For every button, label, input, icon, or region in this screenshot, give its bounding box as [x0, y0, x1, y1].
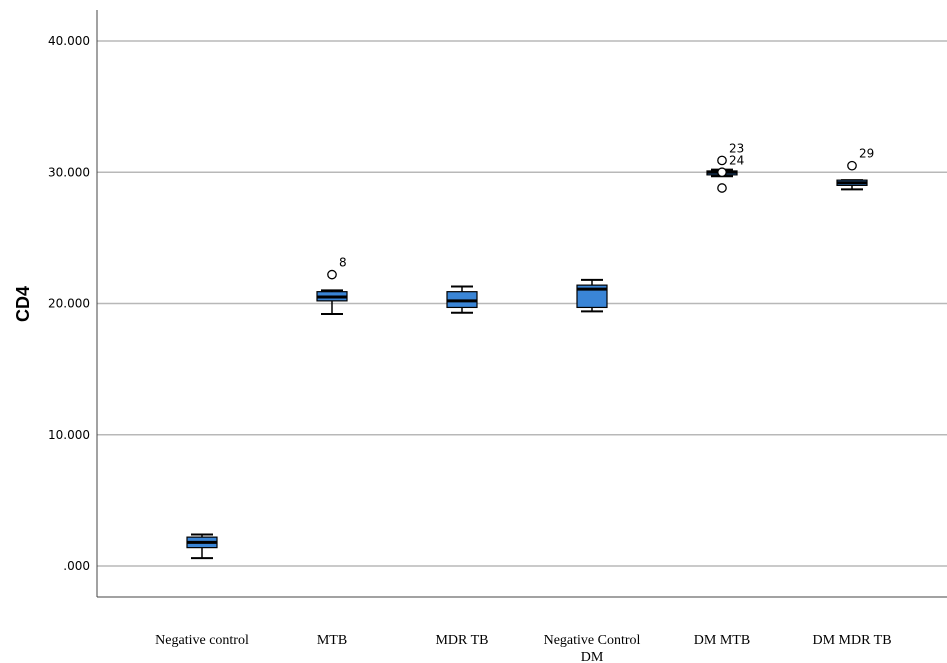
outlier-label: 24: [729, 153, 744, 167]
y-tick-label: 30.000: [48, 165, 90, 179]
x-tick-label: MDR TB: [435, 633, 488, 648]
x-tick-label: Negative Control: [544, 633, 641, 648]
outlier-label: 23: [729, 141, 744, 155]
x-tick-labels: Negative control MTB MDR TB Negative Contro…: [155, 633, 891, 663]
x-tick-label: MTB: [317, 633, 347, 648]
y-tick-label: 20.000: [48, 297, 90, 311]
y-tick-labels: .000 10.000 20.000 30.000 40.000: [48, 34, 90, 573]
box: [576, 284, 608, 309]
box-group: [186, 533, 218, 560]
x-tick-label: Negative control: [155, 633, 249, 648]
x-tick-label: DM: [581, 650, 604, 663]
outlier-label: 29: [859, 147, 874, 161]
outlier-point: [717, 155, 727, 166]
x-tick-label: DM MTB: [694, 633, 750, 648]
outlier-point: [847, 160, 857, 171]
box-group: [576, 278, 608, 313]
outlier-point: [717, 183, 727, 193]
y-tick-label: .000: [63, 559, 90, 573]
y-axis-label: CD4: [13, 286, 33, 322]
y-tick-label: 40.000: [48, 34, 90, 48]
gridlines: [97, 40, 947, 567]
outlier-point: [717, 167, 727, 178]
box-group: [446, 285, 478, 314]
x-tick-label: DM MDR TB: [812, 633, 891, 648]
outlier-point: [327, 269, 337, 280]
box-group: 29: [836, 147, 874, 191]
outlier-label: 8: [339, 256, 347, 270]
axes: [96, 10, 947, 598]
y-tick-label: 10.000: [48, 428, 90, 442]
box-group: 8: [316, 256, 348, 315]
